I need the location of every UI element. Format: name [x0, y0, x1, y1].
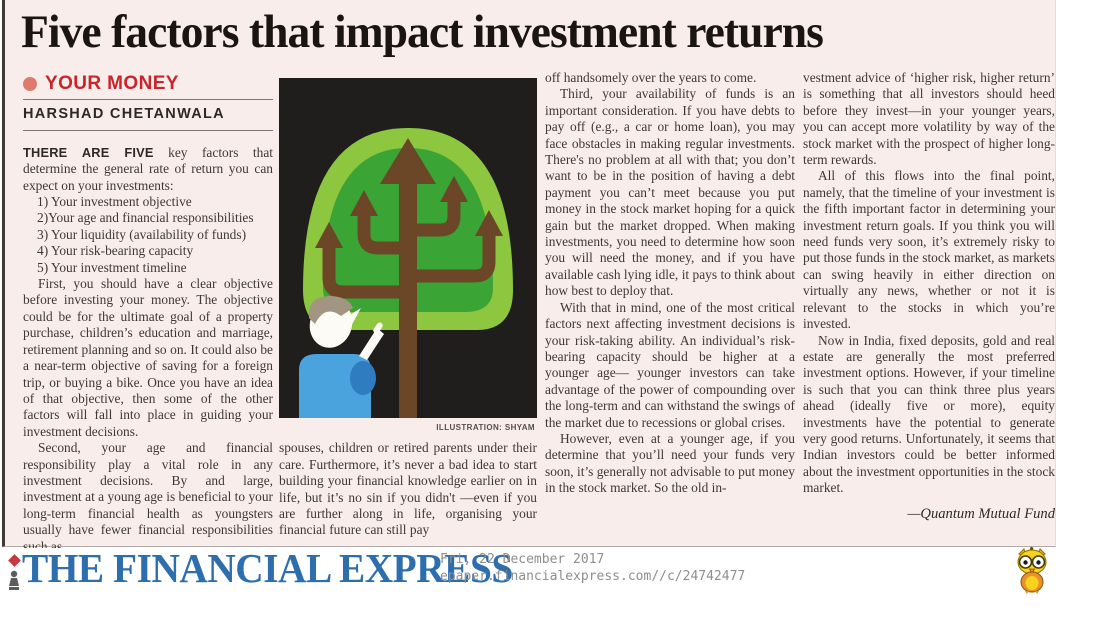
body-paragraph: With that in mind, one of the most criti… [545, 299, 795, 430]
lead-in-text: THERE ARE FIVE [23, 144, 154, 160]
newspaper-clipping: Five factors that impact investment retu… [2, 0, 1056, 554]
body-paragraph: Second, your age and financial responsib… [23, 440, 273, 554]
body-paragraph: spouses, children or retired parents und… [279, 440, 537, 538]
section-label: YOUR MONEY [45, 73, 179, 94]
author-byline: HARSHAD CHETANWALA [23, 106, 225, 123]
red-bullet-icon [23, 77, 37, 92]
list-item: 3) Your liquidity (availability of funds… [37, 226, 247, 242]
body-paragraph: off handsomely over the years to come. [545, 70, 757, 85]
article-column-4: vestment advice of ‘higher risk, higher … [803, 70, 1055, 522]
article-column-2: ILLUSTRATION: SHYAM spouses, children or… [279, 78, 537, 539]
list-item: 4) Your risk-bearing capacity [37, 243, 194, 259]
body-paragraph: All of this flows into the final point, … [803, 168, 1055, 332]
diamond-pawn-masthead-icon [8, 554, 21, 590]
lead-rest-text: key factors that determine the general r… [23, 144, 273, 193]
body-paragraph: Now in India, fixed deposits, gold and r… [803, 332, 1055, 496]
body-paragraph: Third, your availability of funds is an … [545, 86, 795, 299]
article-signature: —Quantum Mutual Fund [907, 505, 1055, 522]
man-pointing-icon [299, 296, 384, 418]
epaper-footer: THE FINANCIAL EXPRESS Fri, 22 December 2… [0, 545, 1105, 635]
lead-paragraph: THERE ARE FIVE key factors that determin… [23, 145, 273, 194]
factor-list: 1) Your investment objective 2)Your age … [23, 194, 273, 276]
epaper-url-link[interactable]: epaper.financialexpress.com//c/24742477 [440, 569, 746, 584]
article-column-1: YOUR MONEY HARSHAD CHETANWALA THERE ARE … [23, 73, 273, 555]
divider-rule [23, 99, 273, 101]
date-text: Fri, 22 December 2017 [440, 552, 605, 567]
body-paragraph: vestment advice of ‘higher risk, higher … [803, 70, 1055, 168]
financial-express-logo[interactable]: THE FINANCIAL EXPRESS [22, 545, 513, 591]
epaper-meta: Fri, 22 December 2017 epaper.financialex… [440, 551, 745, 585]
body-paragraph: However, even at a younger age, if you d… [545, 430, 795, 496]
list-item: 1) Your investment objective [37, 194, 192, 210]
list-item: 2)Your age and financial responsibilitie… [37, 210, 254, 226]
body-paragraph: First, you should have a clear objective… [23, 276, 273, 439]
article-column-3: off handsomely over the years to come. T… [545, 70, 795, 497]
section-kicker: YOUR MONEY [23, 73, 273, 94]
divider-rule [23, 129, 273, 131]
illustration-credit: ILLUSTRATION: SHYAM [436, 423, 535, 432]
list-item: 5) Your investment timeline [37, 259, 187, 275]
owl-mascot-icon[interactable] [1012, 546, 1052, 594]
article-headline: Five factors that impact investment retu… [21, 6, 824, 58]
investment-tree-illustration [279, 78, 537, 418]
